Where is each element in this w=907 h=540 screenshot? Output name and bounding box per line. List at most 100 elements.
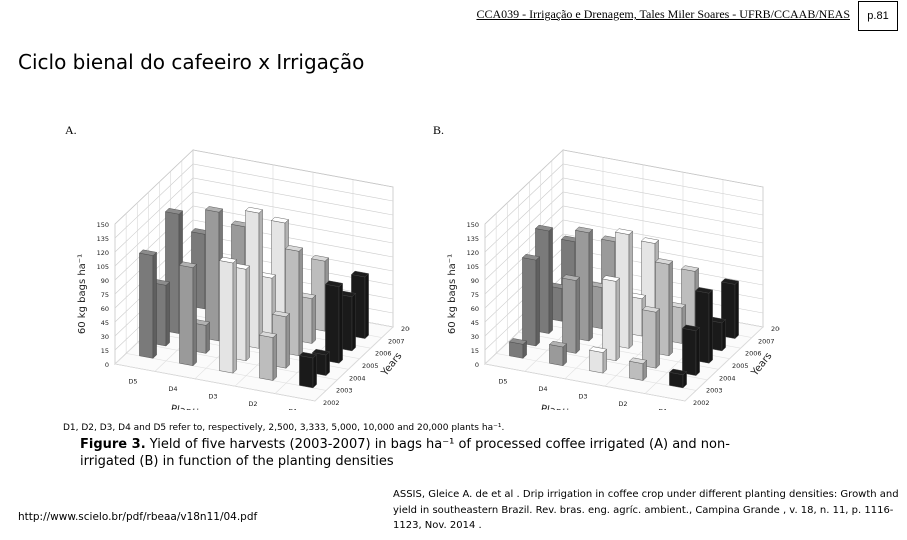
bar xyxy=(641,306,661,369)
bar-side-face xyxy=(655,308,660,369)
y-tick-label: 90 xyxy=(101,277,109,285)
y-tick-label: 120 xyxy=(467,249,479,257)
y-tick-label: 135 xyxy=(97,235,109,243)
bar xyxy=(681,324,701,377)
bar-side-face xyxy=(548,227,553,335)
bars-group xyxy=(508,224,740,389)
z-tick-label: 2003 xyxy=(706,387,723,395)
bar-top-face xyxy=(244,206,264,214)
bar-side-face xyxy=(535,256,540,347)
bar-side-face xyxy=(668,260,673,357)
bar-top-face xyxy=(324,280,344,287)
bar-side-face xyxy=(575,276,580,354)
bar-front-face xyxy=(139,252,154,359)
bar-side-face xyxy=(192,263,197,367)
z-tick-label: 2008 xyxy=(771,325,780,333)
bar-side-face xyxy=(695,326,700,377)
bar-top-face xyxy=(548,340,568,348)
bar-side-face xyxy=(628,230,633,349)
bar-side-face xyxy=(285,313,290,369)
bar-top-face xyxy=(680,265,700,272)
bar-top-face xyxy=(350,270,370,278)
bar-top-face xyxy=(138,249,158,256)
bar-top-face xyxy=(164,208,184,215)
bar-top-face xyxy=(310,255,330,262)
panel-a-label: A. xyxy=(65,123,77,137)
x-tick-label: D5 xyxy=(498,378,507,386)
bar-top-face xyxy=(614,228,634,235)
figure-caption: Figure 3. Yield of five harvests (2003-2… xyxy=(80,436,780,470)
x-tick-label: D3 xyxy=(208,393,217,401)
bar-side-face xyxy=(338,282,343,364)
bar-side-face xyxy=(165,281,170,347)
bar-front-face xyxy=(629,360,644,381)
bar-side-face xyxy=(721,319,726,352)
bar-top-face xyxy=(640,237,660,244)
bar-front-face xyxy=(642,309,657,369)
y-axis-label: 60 kg bags ha⁻¹ xyxy=(447,254,458,334)
bar-side-face xyxy=(615,277,620,362)
bar-top-face xyxy=(628,357,648,364)
bar-front-face xyxy=(299,355,314,389)
y-tick-label: 90 xyxy=(471,277,479,285)
y-tick-label: 135 xyxy=(467,235,479,243)
z-tick-label: 2004 xyxy=(719,374,736,382)
y-tick-label: 0 xyxy=(475,361,479,369)
x-tick-label: D3 xyxy=(578,393,587,401)
bar-front-face xyxy=(562,277,577,354)
x-tick-label: D4 xyxy=(538,385,547,393)
y-tick-label: 75 xyxy=(471,291,479,299)
bar xyxy=(521,253,541,347)
y-tick-label: 0 xyxy=(105,361,109,369)
bar-side-face xyxy=(258,209,263,349)
gridline xyxy=(684,326,764,402)
bar-top-face xyxy=(654,258,674,265)
bar-side-face xyxy=(272,333,277,381)
bar-top-face xyxy=(204,206,224,213)
chart-panel-b: 0 15 30 45 60 75 90 105 120 135 150 60 kg bags ha⁻¹… xyxy=(447,149,780,410)
panel-b-label: B. xyxy=(433,123,445,137)
bars-group xyxy=(138,206,370,389)
bar xyxy=(138,249,158,359)
y-tick-label: 75 xyxy=(101,291,109,299)
bar-side-face xyxy=(205,321,210,354)
bar-top-face xyxy=(601,275,621,282)
y-tick-label: 15 xyxy=(101,347,109,355)
bar-top-face xyxy=(218,256,238,264)
z-tick-label: 2005 xyxy=(362,362,379,370)
bar-top-face xyxy=(574,226,594,234)
bar xyxy=(258,331,278,381)
bar-front-face xyxy=(259,334,274,381)
y-tick-label: 15 xyxy=(471,347,479,355)
z-tick-label: 2003 xyxy=(336,387,353,395)
x-tick-label: D2 xyxy=(618,400,627,408)
bar xyxy=(508,338,528,359)
z-tick-label: 2006 xyxy=(375,350,392,358)
bar-side-face xyxy=(734,280,739,340)
y-tick-label: 60 xyxy=(471,305,479,313)
y-tick-label: 105 xyxy=(467,263,479,271)
bar xyxy=(324,280,344,364)
bar-front-face xyxy=(509,341,524,359)
z-tick-label: 2007 xyxy=(388,337,405,345)
bar-top-face xyxy=(720,278,740,285)
bar-top-face xyxy=(284,245,304,252)
x-tick-label: D4 xyxy=(168,385,177,393)
source-url: http://www.scielo.br/pdf/rbeaa/v18n11/04… xyxy=(18,511,258,523)
bar-top-face xyxy=(534,224,554,232)
bar xyxy=(298,351,318,389)
bar-top-face xyxy=(521,253,541,261)
bar-top-face xyxy=(271,310,291,318)
page-number: p.81 xyxy=(867,10,889,22)
bar-side-face xyxy=(312,354,317,389)
bar-top-face xyxy=(311,348,331,356)
z-tick-label: 2002 xyxy=(323,399,340,407)
bar xyxy=(668,368,688,389)
course-header: CCA039 - Irrigação e Drenagem, Tales Mil… xyxy=(476,7,850,21)
x-axis-label: Planting density xyxy=(170,404,251,410)
y-tick-label: 150 xyxy=(97,221,109,229)
bar-side-face xyxy=(602,348,607,374)
bar-front-face xyxy=(669,372,684,389)
bar xyxy=(588,346,608,374)
y-tick-label: 30 xyxy=(101,333,109,341)
